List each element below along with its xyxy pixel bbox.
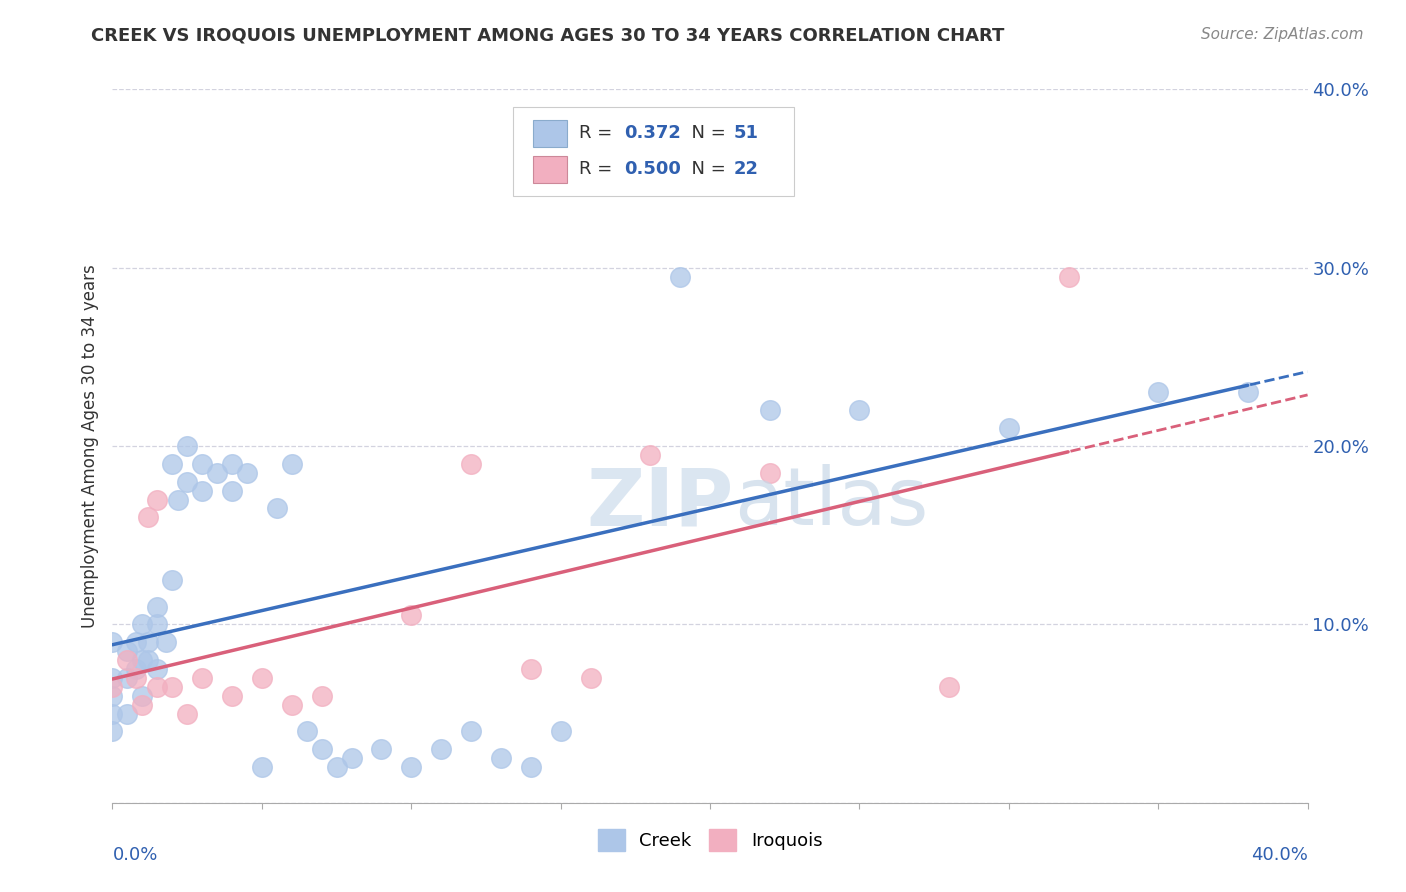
Point	[117, 706, 139, 721]
Point	[250, 671, 273, 685]
Point	[101, 635, 124, 649]
Point	[998, 421, 1021, 435]
Point	[138, 653, 160, 667]
Point	[131, 698, 153, 712]
Point	[460, 724, 482, 739]
Text: 22: 22	[734, 161, 759, 178]
Point	[311, 742, 333, 756]
FancyBboxPatch shape	[533, 120, 567, 147]
Point	[401, 760, 423, 774]
Point	[221, 457, 243, 471]
Point	[250, 760, 273, 774]
Point	[1237, 385, 1260, 400]
Point	[138, 635, 160, 649]
Point	[101, 689, 124, 703]
Point	[176, 706, 198, 721]
Point	[460, 457, 482, 471]
Text: R =: R =	[579, 161, 617, 178]
Point	[311, 689, 333, 703]
Text: R =: R =	[579, 125, 617, 143]
Point	[669, 269, 692, 284]
Point	[162, 573, 183, 587]
Point	[155, 635, 177, 649]
Point	[125, 671, 148, 685]
Point	[295, 724, 318, 739]
Text: ZIP: ZIP	[586, 464, 734, 542]
Point	[340, 751, 363, 765]
Point	[131, 617, 153, 632]
Point	[370, 742, 392, 756]
Point	[162, 680, 183, 694]
Point	[146, 617, 169, 632]
Point	[167, 492, 190, 507]
Text: N =: N =	[681, 161, 731, 178]
Legend: Creek, Iroquois: Creek, Iroquois	[591, 822, 830, 858]
Point	[205, 466, 228, 480]
Text: 0.372: 0.372	[624, 125, 681, 143]
Point	[221, 483, 243, 498]
Point	[101, 724, 124, 739]
Point	[759, 403, 782, 417]
Point	[325, 760, 347, 774]
Point	[938, 680, 960, 694]
Point	[281, 457, 304, 471]
Point	[520, 662, 543, 676]
Y-axis label: Unemployment Among Ages 30 to 34 years: Unemployment Among Ages 30 to 34 years	[80, 264, 98, 628]
FancyBboxPatch shape	[513, 107, 794, 196]
Point	[146, 662, 169, 676]
Point	[848, 403, 870, 417]
Point	[125, 635, 148, 649]
Point	[162, 457, 183, 471]
Point	[125, 662, 148, 676]
Point	[640, 448, 662, 462]
Point	[1057, 269, 1080, 284]
Point	[281, 698, 304, 712]
Text: 0.500: 0.500	[624, 161, 681, 178]
Point	[266, 501, 288, 516]
Point	[146, 492, 169, 507]
Point	[176, 475, 198, 489]
Text: atlas: atlas	[734, 464, 928, 542]
Point	[146, 599, 169, 614]
Point	[138, 510, 160, 524]
Point	[609, 118, 631, 132]
Point	[579, 671, 602, 685]
Text: CREEK VS IROQUOIS UNEMPLOYMENT AMONG AGES 30 TO 34 YEARS CORRELATION CHART: CREEK VS IROQUOIS UNEMPLOYMENT AMONG AGE…	[91, 27, 1005, 45]
Point	[131, 689, 153, 703]
Text: 0.0%: 0.0%	[112, 846, 157, 863]
Point	[191, 457, 214, 471]
Text: Source: ZipAtlas.com: Source: ZipAtlas.com	[1201, 27, 1364, 42]
Point	[131, 653, 153, 667]
Point	[101, 671, 124, 685]
FancyBboxPatch shape	[533, 155, 567, 183]
Point	[401, 608, 423, 623]
Text: N =: N =	[681, 125, 731, 143]
Point	[117, 671, 139, 685]
Point	[1147, 385, 1170, 400]
Point	[146, 680, 169, 694]
Point	[191, 483, 214, 498]
Point	[101, 680, 124, 694]
Point	[489, 751, 512, 765]
Text: 51: 51	[734, 125, 759, 143]
Point	[191, 671, 214, 685]
Point	[101, 706, 124, 721]
Point	[221, 689, 243, 703]
Point	[759, 466, 782, 480]
Point	[117, 644, 139, 658]
Point	[236, 466, 259, 480]
Point	[550, 724, 572, 739]
Point	[430, 742, 453, 756]
Point	[176, 439, 198, 453]
Point	[117, 653, 139, 667]
Text: 40.0%: 40.0%	[1251, 846, 1308, 863]
Point	[520, 760, 543, 774]
